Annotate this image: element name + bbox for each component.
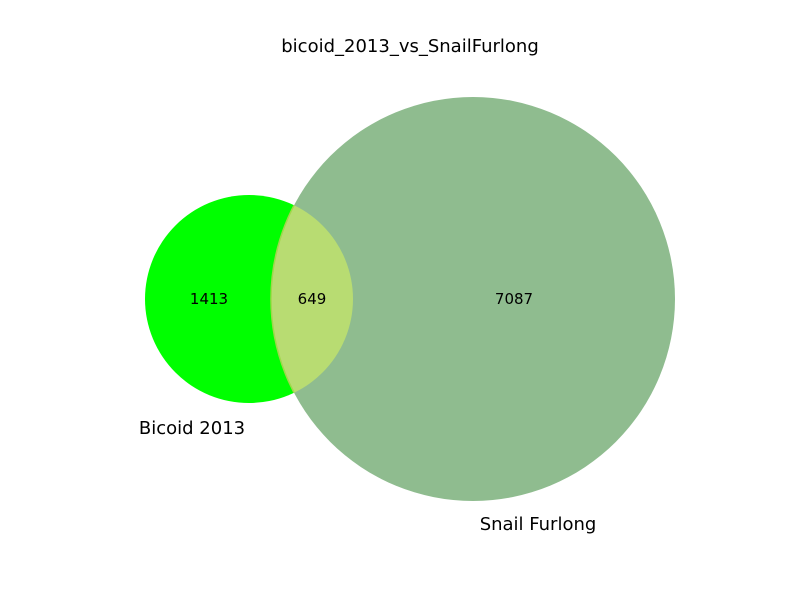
set-a-only-count: 1413 <box>190 290 228 308</box>
set-b-label: Snail Furlong <box>480 514 597 535</box>
intersection-region <box>270 195 353 403</box>
chart-title: bicoid_2013_vs_SnailFurlong <box>281 36 539 57</box>
set-b-only-count: 7087 <box>495 290 533 308</box>
intersection-count: 649 <box>298 290 327 308</box>
set-a-label: Bicoid 2013 <box>139 418 245 439</box>
set-b-circle <box>271 97 675 501</box>
